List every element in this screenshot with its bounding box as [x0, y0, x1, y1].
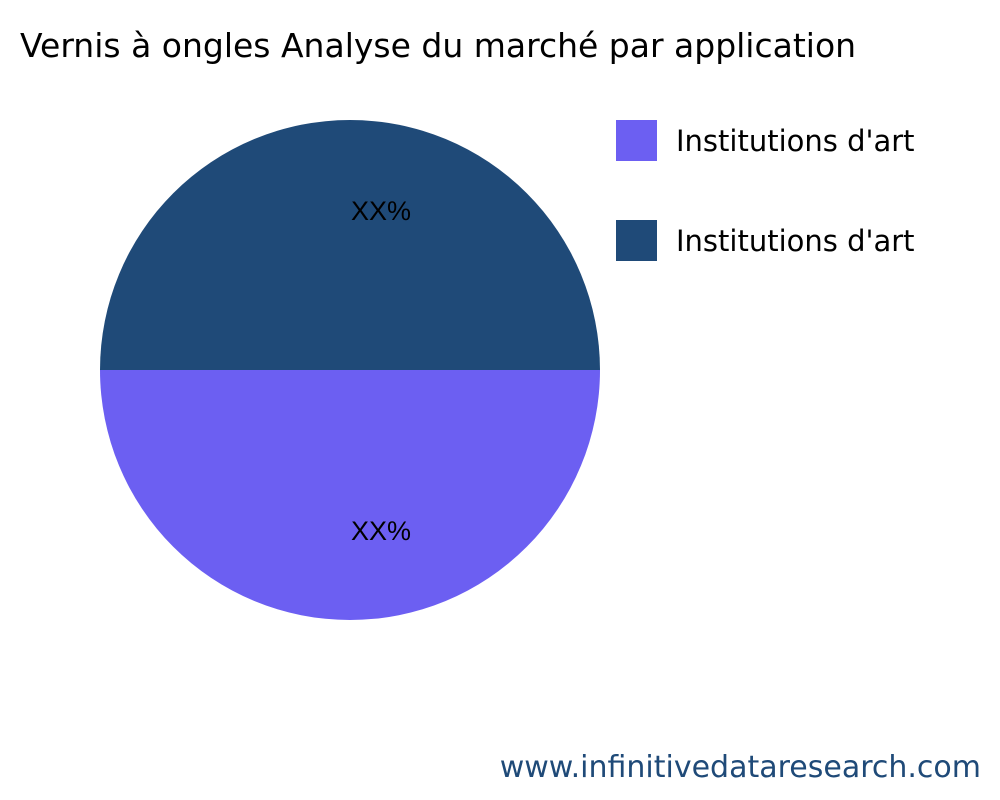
legend-item-1[interactable]: Institutions d'art: [616, 120, 915, 161]
legend-swatch-1: [616, 120, 657, 161]
pie-slice-label-2: XX%: [351, 196, 411, 226]
pie-slice-2[interactable]: [100, 120, 600, 370]
chart-title: Vernis à ongles Analyse du marché par ap…: [20, 26, 857, 65]
pie-slice-1[interactable]: [100, 370, 600, 620]
legend-label-2: Institutions d'art: [676, 223, 915, 258]
legend-item-2[interactable]: Institutions d'art: [616, 220, 915, 261]
watermark: www.infinitivedataresearch.com: [499, 750, 981, 785]
pie-slice-label-1: XX%: [351, 516, 411, 546]
legend-label-1: Institutions d'art: [676, 123, 915, 158]
legend-swatch-2: [616, 220, 657, 261]
